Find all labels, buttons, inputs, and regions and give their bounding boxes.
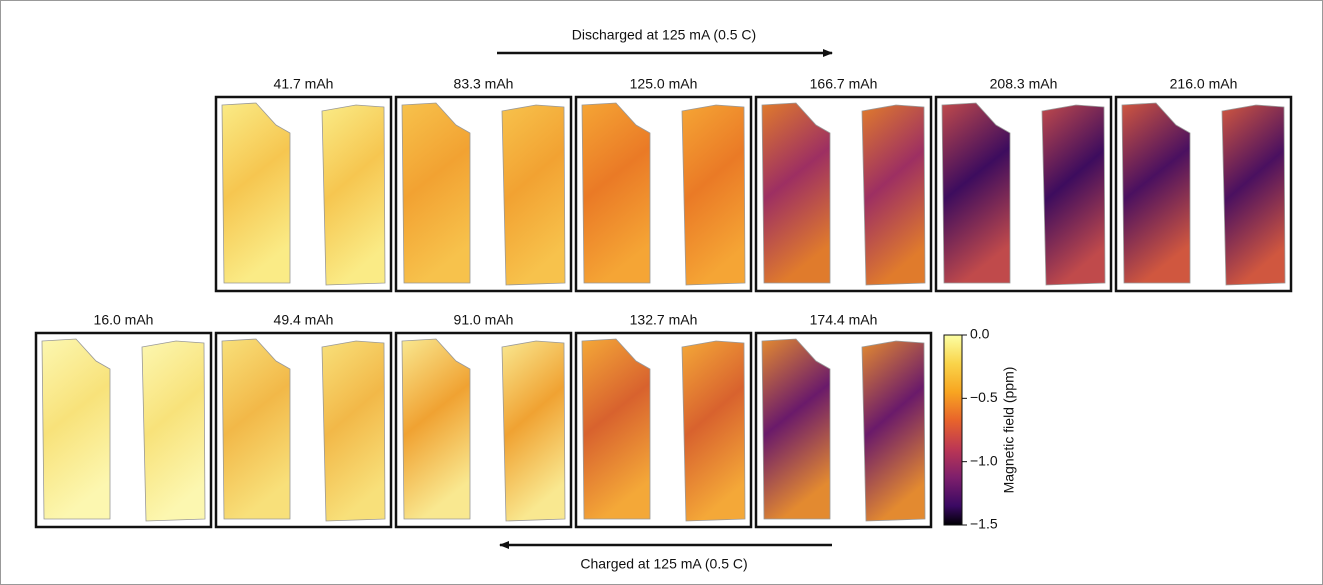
- electrode-right: [1041, 104, 1106, 286]
- colorbar: [943, 334, 963, 526]
- panel-frame: [214, 331, 393, 529]
- colorbar-tick-label: −1.0: [970, 452, 998, 468]
- panel-title: 174.4 mAh: [810, 312, 878, 328]
- electrode-left: [401, 338, 471, 520]
- panel-frame: [574, 95, 753, 293]
- electrode-left: [581, 102, 651, 284]
- electrode-right: [321, 340, 386, 522]
- panel-title: 125.0 mAh: [630, 76, 698, 92]
- electrode-left: [1121, 102, 1191, 284]
- panel-title: 83.3 mAh: [454, 76, 514, 92]
- electrode-right: [321, 104, 386, 286]
- electrode-left: [761, 102, 831, 284]
- electrode-left: [581, 338, 651, 520]
- panel-title: 216.0 mAh: [1170, 76, 1238, 92]
- electrode-right: [1221, 104, 1286, 286]
- panel-title: 41.7 mAh: [274, 76, 334, 92]
- panel-frame: [394, 331, 573, 529]
- panel-frame: [34, 331, 213, 529]
- electrode-left: [941, 102, 1011, 284]
- panel-frame: [754, 95, 933, 293]
- colorbar-tick-label: −1.5: [970, 516, 998, 532]
- colorbar-tick-label: 0.0: [970, 326, 990, 342]
- electrode-right: [501, 340, 566, 522]
- electrode-right: [141, 340, 206, 522]
- panel-frame: [394, 95, 573, 293]
- electrode-right: [501, 104, 566, 286]
- panel-frame: [214, 95, 393, 293]
- colorbar-tick-label: −0.5: [970, 389, 998, 405]
- panel-frame: [934, 95, 1113, 293]
- electrode-left: [221, 102, 291, 284]
- electrode-right: [681, 340, 746, 522]
- panel-title: 166.7 mAh: [810, 76, 878, 92]
- panel-frame: [1114, 95, 1293, 293]
- colorbar-label: Magnetic field (ppm): [1001, 367, 1017, 494]
- panel-title: 132.7 mAh: [630, 312, 698, 328]
- electrode-left: [761, 338, 831, 520]
- electrode-right: [861, 104, 926, 286]
- electrode-left: [401, 102, 471, 284]
- electrode-right: [861, 340, 926, 522]
- electrode-left: [221, 338, 291, 520]
- electrode-left: [41, 338, 111, 520]
- panel-title: 49.4 mAh: [274, 312, 334, 328]
- discharge-label: Discharged at 125 mA (0.5 C): [572, 27, 756, 43]
- panel-frame: [574, 331, 753, 529]
- panel-title: 208.3 mAh: [990, 76, 1058, 92]
- panel-title: 91.0 mAh: [454, 312, 514, 328]
- charge-label: Charged at 125 mA (0.5 C): [580, 556, 747, 572]
- panel-frame: [754, 331, 933, 529]
- electrode-right: [681, 104, 746, 286]
- panel-title: 16.0 mAh: [94, 312, 154, 328]
